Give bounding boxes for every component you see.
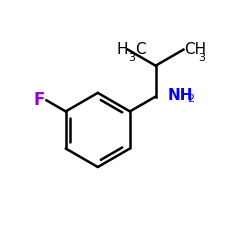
Text: 3: 3 [198,52,205,62]
Text: H: H [116,42,128,57]
Text: F: F [33,91,44,109]
Text: 2: 2 [187,94,194,104]
Text: 3: 3 [128,52,135,62]
Text: C: C [135,42,145,57]
Text: NH: NH [168,88,194,103]
Text: CH: CH [184,42,206,57]
